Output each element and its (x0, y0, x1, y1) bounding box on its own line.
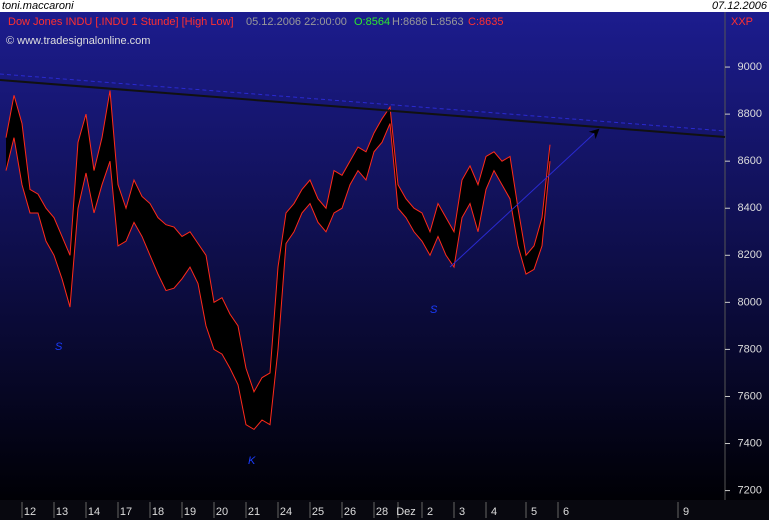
date: 07.12.2006 (712, 0, 768, 12)
y-tick-label: 8200 (738, 249, 762, 261)
x-tick-label: 3 (459, 506, 465, 518)
quote-low: L:8563 (430, 16, 464, 28)
series-line (5, 90, 551, 393)
x-tick-label: 5 (531, 506, 537, 518)
x-tick-label: 28 (376, 506, 388, 518)
x-tick-label: 26 (344, 506, 356, 518)
trend-line-dashed (0, 73, 726, 132)
quote-close: C:8635 (468, 16, 503, 28)
x-tick-label: 12 (24, 506, 36, 518)
y-tick-label: 7400 (738, 437, 762, 449)
x-tick-label: 2 (427, 506, 433, 518)
annotation: S (55, 341, 63, 353)
user: toni.maccaroni (2, 0, 74, 12)
x-tick-label: 14 (88, 506, 100, 518)
y-tick-label: 7600 (738, 390, 762, 402)
projection-arrow (449, 128, 600, 268)
x-tick-label: 24 (280, 506, 292, 518)
x-tick-label: 25 (312, 506, 324, 518)
y-tick-label: 8000 (738, 296, 762, 308)
x-tick-label: 19 (184, 506, 196, 518)
title-bar (0, 0, 769, 12)
y-tick-label: 8400 (738, 202, 762, 214)
series-title: Dow Jones INDU [.INDU 1 Stunde] [High Lo… (8, 16, 234, 28)
x-tick-label: 9 (683, 506, 689, 518)
x-tick-label: 6 (563, 506, 569, 518)
annotation: K (248, 455, 256, 467)
trend-line (0, 79, 726, 138)
plot-background (0, 12, 769, 500)
x-axis-bar (0, 500, 769, 520)
symbol: XXP (731, 16, 753, 28)
plot (5, 90, 551, 431)
y-tick-label: 9000 (738, 61, 762, 73)
y-tick-label: 7200 (738, 484, 762, 496)
source: © www.tradesignalonline.com (6, 35, 150, 47)
quote-high: H:8686 (392, 16, 427, 28)
x-tick-label: 18 (152, 506, 164, 518)
x-tick-label: 4 (491, 506, 497, 518)
y-tick-label: 8800 (738, 108, 762, 120)
series-line (5, 123, 551, 431)
y-tick-label: 7800 (738, 343, 762, 355)
x-tick-label: 13 (56, 506, 68, 518)
x-tick-label: 17 (120, 506, 132, 518)
x-tick-label: Dez (396, 506, 416, 518)
x-tick-label: 21 (248, 506, 260, 518)
quote-open: O:8564 (354, 16, 390, 28)
y-tick-label: 8600 (738, 155, 762, 167)
annotation: S (430, 304, 438, 316)
x-tick-label: 20 (216, 506, 228, 518)
timestamp: 05.12.2006 22:00:00 (246, 16, 347, 28)
